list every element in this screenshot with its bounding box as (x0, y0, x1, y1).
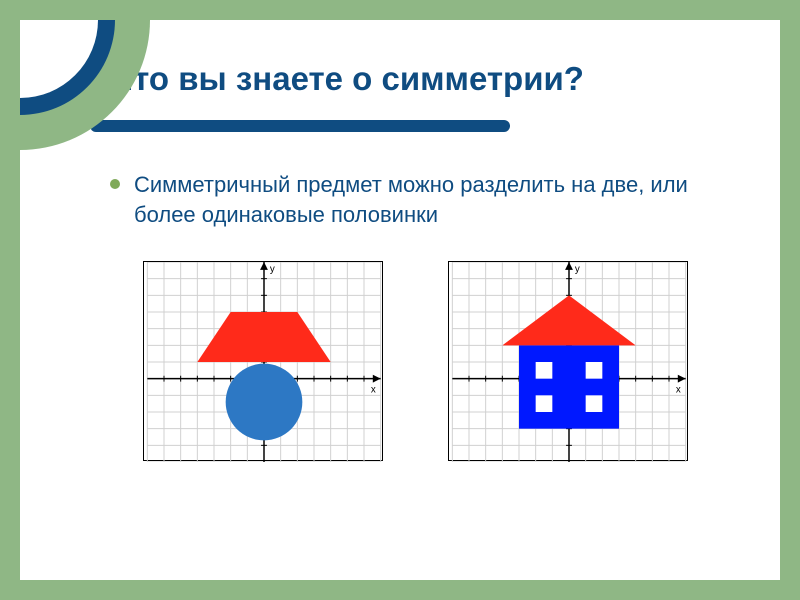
bullet-text: Симметричный предмет можно разделить на … (134, 170, 720, 229)
figure-left: xy (143, 261, 383, 461)
svg-text:x: x (370, 385, 375, 396)
svg-text:y: y (574, 264, 579, 275)
slide-title: Что вы знаете о симметрии? (110, 60, 720, 98)
title-underline (90, 120, 510, 132)
figure-right-svg: xy (449, 262, 689, 462)
figures-row: xy xy (110, 261, 720, 461)
corner-accent (20, 20, 150, 150)
figure-right: xy (448, 261, 688, 461)
svg-text:y: y (269, 264, 274, 275)
slide: Что вы знаете о симметрии? Симметричный … (20, 20, 780, 580)
figure-left-svg: xy (144, 262, 384, 462)
bullet-item: Симметричный предмет можно разделить на … (110, 170, 720, 229)
bullet-dot-icon (110, 179, 120, 189)
svg-text:x: x (675, 385, 680, 396)
